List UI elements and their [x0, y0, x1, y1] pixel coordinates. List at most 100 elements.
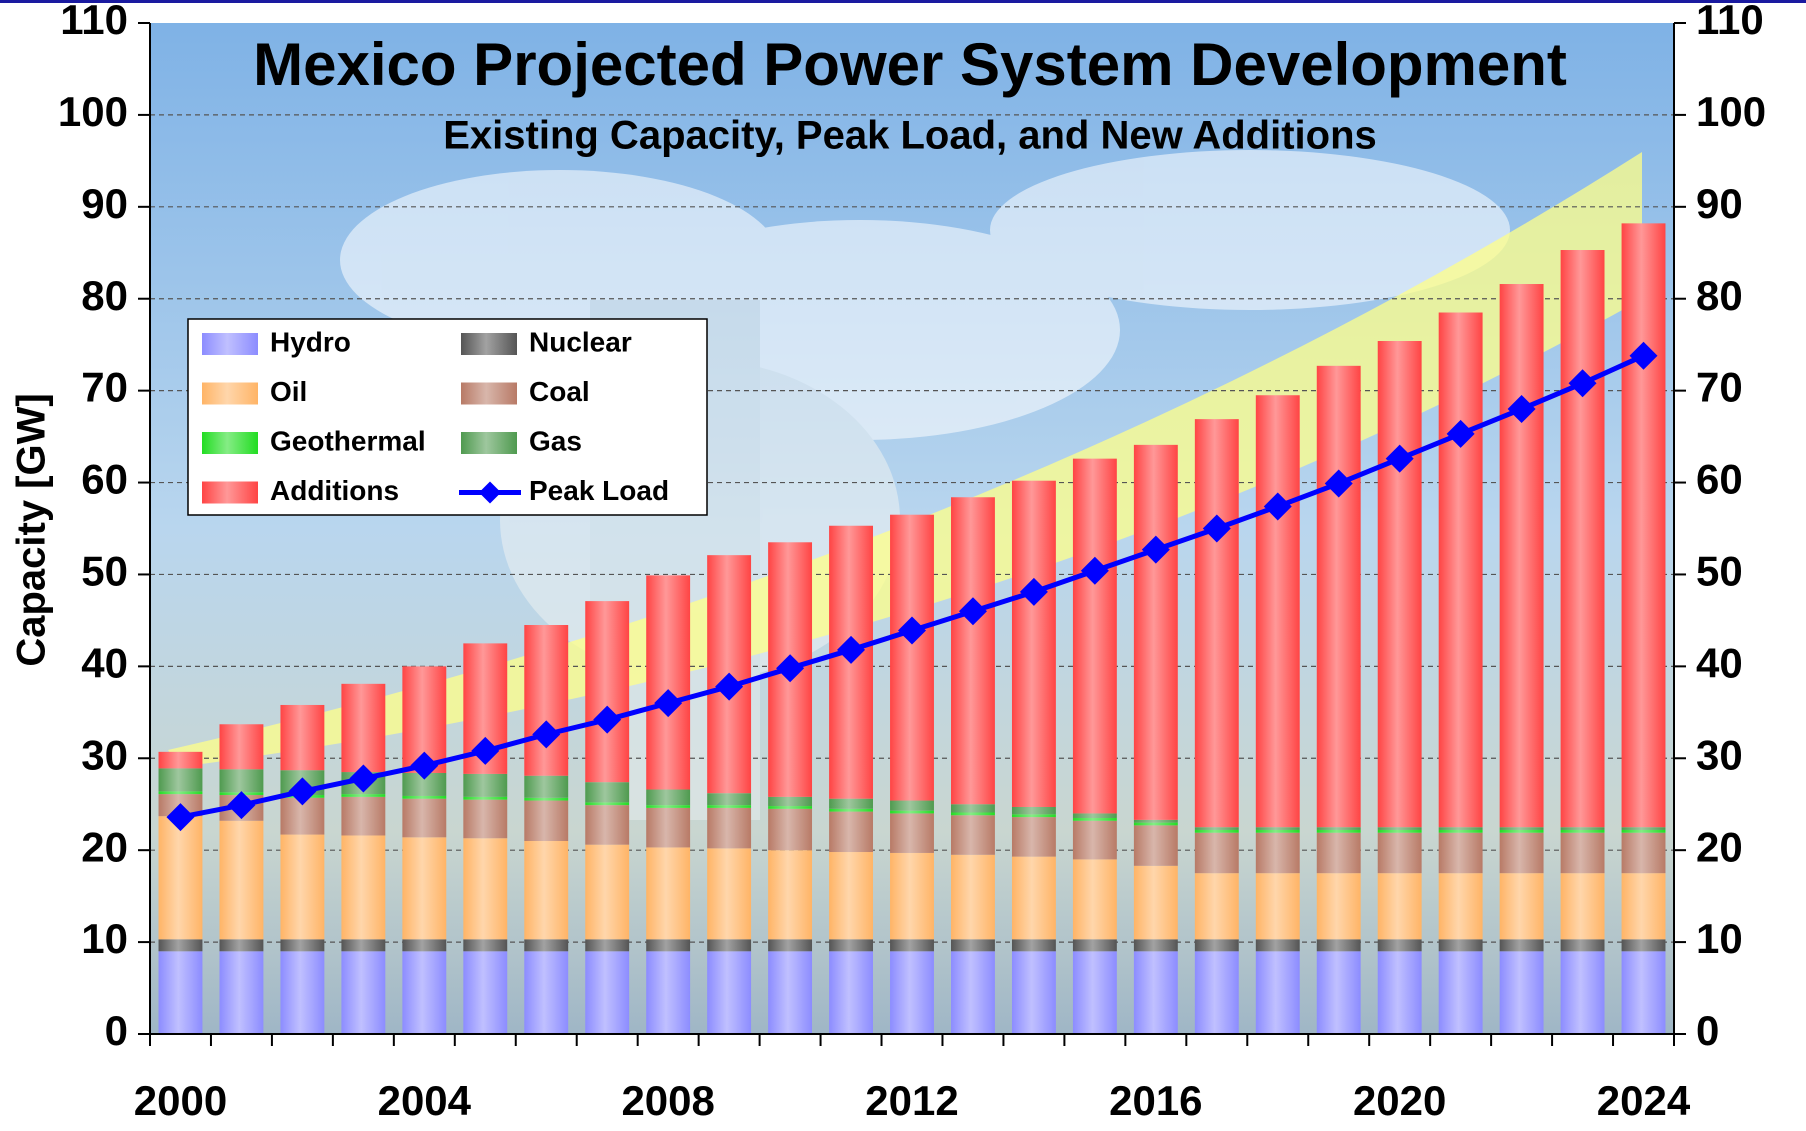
y-tick-label: 60: [81, 456, 128, 503]
bar-segment: [1011, 814, 1056, 818]
bar-segment: [585, 939, 630, 952]
bar-segment: [463, 796, 508, 800]
bar-segment: [890, 813, 934, 853]
bar-segment: [1560, 250, 1605, 828]
y2-tick-label: 110: [1696, 0, 1764, 43]
x-tick-label: 2020: [1353, 1077, 1446, 1124]
bar-segment: [280, 951, 325, 1034]
bar-segment: [585, 782, 630, 803]
bar-segment: [1316, 832, 1361, 874]
legend-label: Hydro: [270, 326, 351, 357]
bar-segment: [1560, 832, 1605, 874]
line-marker: [1385, 444, 1414, 473]
bar-segment: [1316, 939, 1361, 952]
bar-segment: [585, 805, 630, 845]
bar-segment: [1316, 829, 1361, 833]
bar-segment: [1194, 951, 1239, 1034]
bar-segment: [890, 951, 934, 1034]
y-tick-label: 30: [81, 731, 128, 778]
bar-segment: [1377, 939, 1422, 952]
bar-segment: [1438, 827, 1483, 830]
bar-segment: [1377, 827, 1422, 830]
line-marker: [227, 791, 256, 820]
legend: Hydro Nuclear Oil Coal Geothermal Gas Addition…: [187, 318, 708, 516]
y2-tick-label: 40: [1696, 639, 1743, 686]
bar-segment: [1621, 873, 1666, 940]
bar-segment: [768, 796, 813, 807]
bar-segment: [707, 807, 752, 849]
x-tick-label: 2016: [1109, 1077, 1202, 1124]
y-axis-label: Capacity [GW]: [10, 393, 54, 666]
legend-label: Coal: [529, 376, 590, 407]
bar-segment: [158, 951, 203, 1034]
bar-segment: [158, 791, 203, 795]
legend-swatch: [461, 333, 517, 355]
y-tick-label: 80: [81, 272, 128, 319]
bar-segment: [829, 811, 873, 853]
bar-segment: [1133, 865, 1178, 940]
bar-segment: [524, 939, 569, 952]
y-tick-label: 90: [81, 180, 128, 227]
legend-swatch: [202, 481, 258, 504]
y-tick-label: 0: [105, 1007, 128, 1054]
bar-segment: [280, 704, 325, 771]
bar-segment: [585, 951, 630, 1034]
bar-segment: [829, 808, 873, 812]
bar-segment: [1499, 832, 1544, 874]
y2-tick-label: 60: [1696, 456, 1743, 503]
bar-segment: [951, 951, 995, 1034]
bar-segment: [1316, 951, 1361, 1034]
bar-segment: [707, 939, 752, 952]
bar-segment: [707, 951, 752, 1034]
line-marker: [1080, 556, 1109, 585]
bar-segment: [1438, 829, 1483, 833]
x-tick-label: 2000: [134, 1077, 227, 1124]
bar-segment: [768, 806, 813, 809]
bar-segment: [1438, 832, 1483, 874]
bar-segment: [829, 939, 873, 952]
bar-segment: [951, 854, 995, 940]
bar-segment: [585, 802, 630, 806]
bar-segment: [1133, 444, 1178, 820]
line-marker: [593, 705, 622, 734]
bar-segment: [402, 837, 447, 940]
x-tick-label: 2012: [865, 1077, 958, 1124]
bar-segment: [1255, 939, 1300, 952]
bar-segment: [585, 601, 630, 783]
bar-segment: [1072, 939, 1117, 952]
bar-segment: [402, 795, 447, 799]
bar-segment: [1621, 939, 1666, 952]
bar-segment: [1499, 829, 1544, 833]
bar-segment: [219, 939, 264, 952]
bar-segment: [1072, 818, 1117, 821]
bar-segment: [1194, 419, 1239, 828]
y2-tick-label: 0: [1696, 1007, 1719, 1054]
bar-segment: [1621, 827, 1666, 830]
legend-label: Nuclear: [529, 326, 632, 357]
bar-segment: [1377, 951, 1422, 1034]
bar-segment: [890, 939, 934, 952]
bar-segment: [524, 840, 569, 940]
bar-segment: [158, 751, 203, 769]
bar-segment: [1072, 820, 1117, 860]
bar-segment: [1133, 951, 1178, 1034]
bar-segment: [402, 939, 447, 952]
bar-segment: [768, 939, 813, 952]
bar-segment: [1194, 829, 1239, 833]
bar-segment: [951, 812, 995, 816]
bar-segment: [524, 797, 569, 801]
bar-segment: [1011, 939, 1056, 952]
bar-segment: [158, 768, 203, 792]
bar-segment: [1377, 832, 1422, 874]
line-marker: [1568, 369, 1597, 398]
legend-label: Additions: [270, 475, 399, 506]
bar-segment: [1194, 939, 1239, 952]
line-marker: [837, 635, 866, 664]
line-marker: [410, 751, 439, 780]
bar-segment: [1133, 822, 1178, 826]
bar-segment: [524, 775, 569, 798]
bar-segment: [829, 798, 873, 809]
bar-segment: [463, 773, 508, 797]
legend-swatch: [202, 432, 258, 454]
line-marker: [166, 803, 195, 832]
